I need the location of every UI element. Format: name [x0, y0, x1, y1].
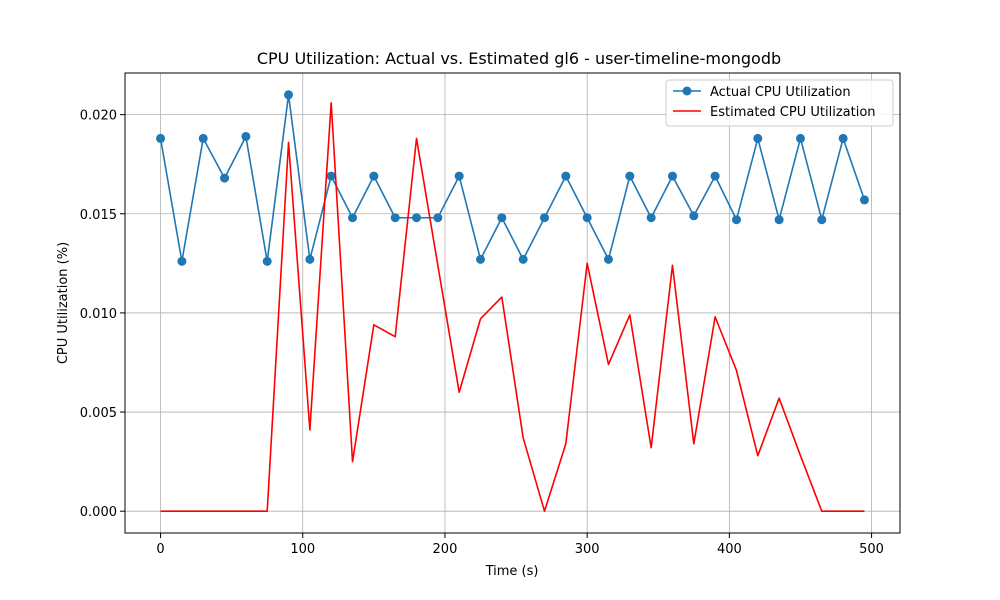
legend-box — [665, 79, 894, 127]
data-point-actual-cpu-utilization — [817, 215, 827, 225]
legend: Actual CPU Utilization Estimated CPU Uti… — [665, 79, 894, 127]
data-point-actual-cpu-utilization — [518, 254, 528, 264]
data-point-actual-cpu-utilization — [305, 254, 315, 264]
plot-area — [125, 73, 900, 533]
data-point-actual-cpu-utilization — [326, 171, 336, 181]
y-tick-label: 0.010 — [80, 307, 117, 322]
data-point-actual-cpu-utilization — [774, 215, 784, 225]
x-tick-label: 400 — [717, 542, 742, 557]
y-tick-label: 0.015 — [80, 208, 117, 223]
series-line-actual-cpu-utilization — [159, 94, 866, 263]
axis-ticks: 0 100 200 300 400 500 0.000 0.005 0.010 0.015 0.02… — [80, 109, 884, 557]
data-point-actual-cpu-utilization — [561, 171, 571, 181]
data-point-actual-cpu-utilization — [433, 213, 443, 223]
data-point-actual-cpu-utilization — [284, 90, 294, 100]
data-point-actual-cpu-utilization — [476, 254, 486, 264]
data-point-actual-cpu-utilization — [241, 131, 251, 141]
data-point-actual-cpu-utilization — [262, 256, 272, 266]
x-tick-label: 500 — [859, 542, 884, 557]
data-point-actual-cpu-utilization — [646, 213, 656, 223]
legend-label-actual: Actual CPU Utilization — [710, 85, 851, 100]
legend-label-estimated: Estimated CPU Utilization — [710, 105, 876, 120]
data-point-actual-cpu-utilization — [838, 133, 848, 143]
y-tick-label: 0.020 — [80, 109, 117, 124]
data-point-actual-cpu-utilization — [603, 254, 613, 264]
data-point-actual-cpu-utilization — [220, 173, 230, 183]
y-tick-label: 0.005 — [80, 406, 117, 421]
data-point-actual-cpu-utilization — [454, 171, 464, 181]
data-point-actual-cpu-utilization — [731, 215, 741, 225]
data-point-actual-cpu-utilization — [198, 133, 208, 143]
data-point-actual-cpu-utilization — [753, 133, 763, 143]
legend-marker-actual — [682, 86, 692, 96]
chart-title: CPU Utilization: Actual vs. Estimated gl… — [257, 49, 781, 68]
data-point-actual-cpu-utilization — [539, 213, 549, 223]
data-point-actual-cpu-utilization — [582, 213, 592, 223]
data-point-actual-cpu-utilization — [390, 213, 400, 223]
x-tick-label: 0 — [156, 542, 164, 557]
data-point-actual-cpu-utilization — [795, 133, 805, 143]
data-point-actual-cpu-utilization — [156, 133, 166, 143]
data-point-actual-cpu-utilization — [689, 211, 699, 221]
data-point-actual-cpu-utilization — [625, 171, 635, 181]
y-axis-label: CPU Utilization (%) — [56, 242, 71, 364]
data-point-actual-cpu-utilization — [859, 195, 869, 205]
series-layer — [156, 90, 869, 512]
data-point-actual-cpu-utilization — [412, 213, 422, 223]
plot-frame — [124, 72, 901, 534]
data-point-actual-cpu-utilization — [177, 256, 187, 266]
x-tick-label: 200 — [433, 542, 458, 557]
data-point-actual-cpu-utilization — [348, 213, 358, 223]
series-line-estimated-cpu-utilization — [160, 101, 865, 512]
x-tick-label: 100 — [290, 542, 315, 557]
y-tick-label: 0.000 — [80, 505, 117, 520]
data-point-actual-cpu-utilization — [667, 171, 677, 181]
x-axis-label: Time (s) — [485, 564, 539, 579]
data-point-actual-cpu-utilization — [710, 171, 720, 181]
x-tick-label: 300 — [575, 542, 600, 557]
data-point-actual-cpu-utilization — [497, 213, 507, 223]
data-point-actual-cpu-utilization — [369, 171, 379, 181]
